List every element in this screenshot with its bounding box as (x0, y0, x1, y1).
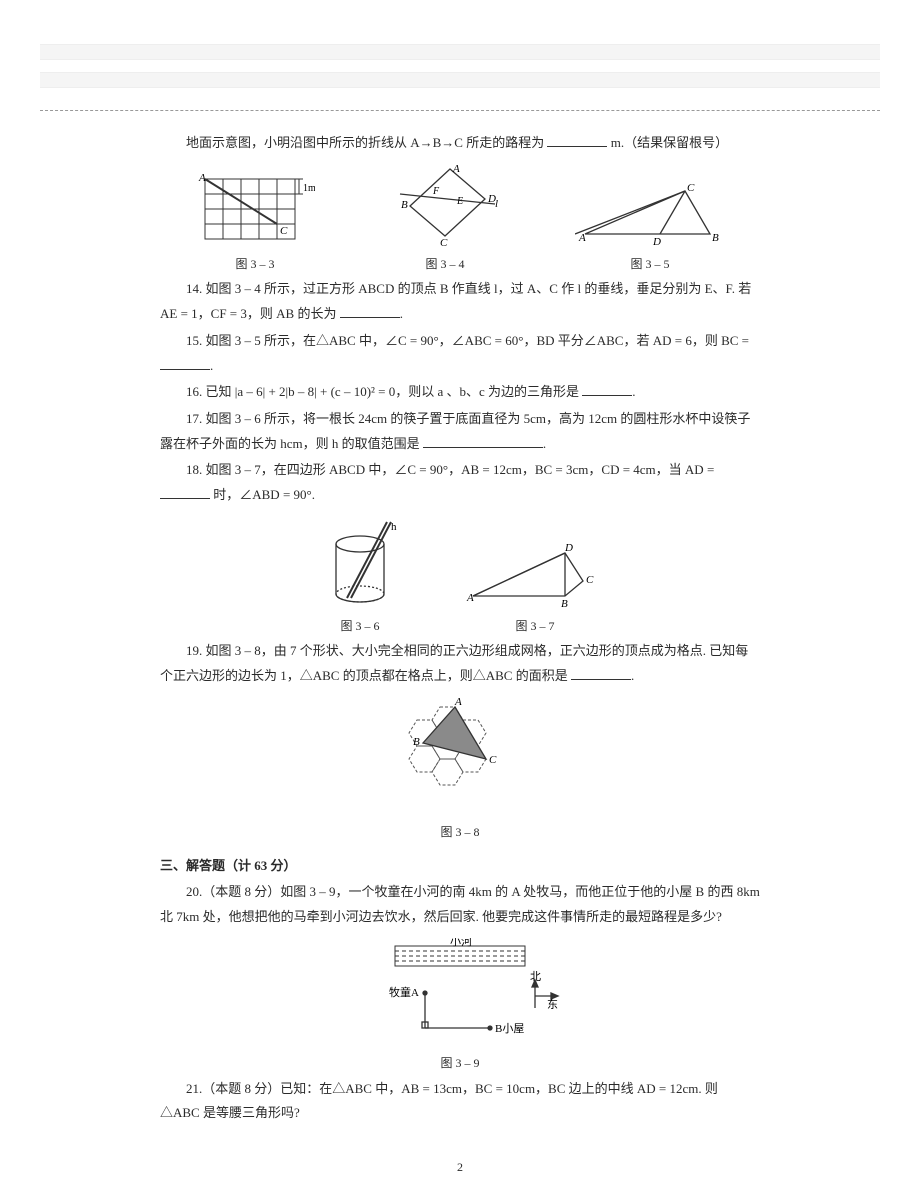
fig-3-4-label: 图 3 – 4 (385, 253, 505, 276)
label-A3: A (578, 232, 586, 244)
figure-3-4: A B C D E F l 图 3 – 4 (385, 164, 505, 276)
label-l: l (495, 198, 498, 210)
label-east: 东 (547, 998, 558, 1011)
figure-row-4: 小河 牧童A B小屋 北 东 图 3 – (160, 938, 760, 1075)
header-rule-area (40, 40, 880, 111)
intro-tail: m.（结果保留根号） (611, 135, 728, 150)
label-A2: A (452, 164, 460, 175)
blank-16 (582, 382, 632, 396)
fig-3-4-svg: A B C D E F l (385, 164, 505, 249)
q16: 16. 已知 |a – 6| + 2|b – 8| + (c – 10)² = … (160, 380, 760, 405)
label-B4: B (561, 598, 568, 610)
blank-15 (160, 356, 210, 370)
label-D3: D (652, 236, 661, 248)
label-C3: C (687, 182, 695, 194)
fig-3-8-label: 图 3 – 8 (385, 821, 535, 844)
fig-3-5-svg: A B C D (575, 179, 725, 249)
label-C2: C (440, 237, 448, 249)
blank-17 (423, 434, 543, 448)
fig-3-9-svg: 小河 牧童A B小屋 北 东 (355, 938, 565, 1048)
figure-3-5: A B C D 图 3 – 5 (575, 179, 725, 276)
page-content: 地面示意图，小明沿图中所示的折线从 A→B→C 所走的路程为 m.（结果保留根号… (160, 131, 760, 1179)
figure-3-7: A B C D 图 3 – 7 (465, 541, 605, 638)
fig-3-5-label: 图 3 – 5 (575, 253, 725, 276)
label-C5: C (489, 754, 497, 766)
label-C: C (280, 225, 288, 237)
figure-row-3: A B C 图 3 – 8 (160, 697, 760, 844)
figure-row-2: h 图 3 – 6 A B C D 图 3 – 7 (160, 516, 760, 638)
label-river: 小河 (450, 938, 472, 948)
label-house: B小屋 (495, 1022, 524, 1035)
blank-19 (571, 666, 631, 680)
intro-text: 地面示意图，小明沿图中所示的折线从 A→B→C 所走的路程为 (186, 135, 544, 150)
q19: 19. 如图 3 – 8，由 7 个形状、大小完全相同的正六边形组成网格，正六边… (160, 639, 760, 688)
q15: 15. 如图 3 – 5 所示，在△ABC 中，∠C = 90°，∠ABC = … (160, 329, 760, 378)
fig-3-6-label: 图 3 – 6 (315, 615, 405, 638)
fig-3-3-label: 图 3 – 3 (195, 253, 315, 276)
q18: 18. 如图 3 – 7，在四边形 ABCD 中，∠C = 90°，AB = 1… (160, 458, 760, 507)
q16-text: 16. 已知 |a – 6| + 2|b – 8| + (c – 10)² = … (186, 384, 579, 399)
figure-3-6: h 图 3 – 6 (315, 516, 405, 638)
page-number: 2 (160, 1156, 760, 1179)
q21: 21.（本题 8 分）已知：在△ABC 中，AB = 13cm，BC = 10c… (160, 1077, 760, 1126)
fig-3-7-svg: A B C D (465, 541, 605, 611)
label-E: E (456, 196, 463, 207)
intro-paragraph: 地面示意图，小明沿图中所示的折线从 A→B→C 所走的路程为 m.（结果保留根号… (160, 131, 760, 156)
label-B3: B (712, 232, 719, 244)
figure-3-9: 小河 牧童A B小屋 北 东 图 3 – (355, 938, 565, 1075)
label-F: F (432, 186, 440, 197)
q14: 14. 如图 3 – 4 所示，过正方形 ABCD 的顶点 B 作直线 l，过 … (160, 277, 760, 326)
q15-text: 15. 如图 3 – 5 所示，在△ABC 中，∠C = 90°，∠ABC = … (186, 333, 749, 348)
q18-text-b: 时，∠ABD = 90°. (213, 487, 315, 502)
blank-14 (340, 304, 400, 318)
label-B2: B (401, 199, 408, 211)
q17: 17. 如图 3 – 6 所示，将一根长 24cm 的筷子置于底面直径为 5cm… (160, 407, 760, 456)
fig-3-7-label: 图 3 – 7 (465, 615, 605, 638)
q20: 20.（本题 8 分）如图 3 – 9，一个牧童在小河的南 4km 的 A 处牧… (160, 880, 760, 929)
label-h: h (391, 521, 397, 533)
q14-text: 14. 如图 3 – 4 所示，过正方形 ABCD 的顶点 B 作直线 l，过 … (160, 281, 751, 321)
label-shepherd: 牧童A (389, 985, 419, 999)
fig-3-3-svg: A C 1m (195, 169, 315, 249)
figure-row-1: A C 1m 图 3 – 3 A B C D (160, 164, 760, 276)
label-D4: D (564, 542, 573, 554)
label-1m: 1m (303, 183, 315, 194)
q18-text-a: 18. 如图 3 – 7，在四边形 ABCD 中，∠C = 90°，AB = 1… (186, 462, 714, 477)
label-C4: C (586, 574, 594, 586)
q19-text: 19. 如图 3 – 8，由 7 个形状、大小完全相同的正六边形组成网格，正六边… (160, 643, 748, 683)
blank-intro (547, 133, 607, 147)
figure-3-8: A B C 图 3 – 8 (385, 697, 535, 844)
label-north: 北 (530, 970, 541, 983)
label-A5: A (454, 697, 462, 708)
label-A: A (198, 172, 206, 184)
blank-18 (160, 485, 210, 499)
fig-3-8-svg: A B C (385, 697, 535, 817)
section-3-heading: 三、解答题（计 63 分） (160, 854, 760, 879)
fig-3-9-label: 图 3 – 9 (355, 1052, 565, 1075)
label-B5: B (413, 736, 420, 748)
fig-3-6-svg: h (315, 516, 405, 611)
figure-3-3: A C 1m 图 3 – 3 (195, 169, 315, 276)
label-A4: A (466, 592, 474, 604)
